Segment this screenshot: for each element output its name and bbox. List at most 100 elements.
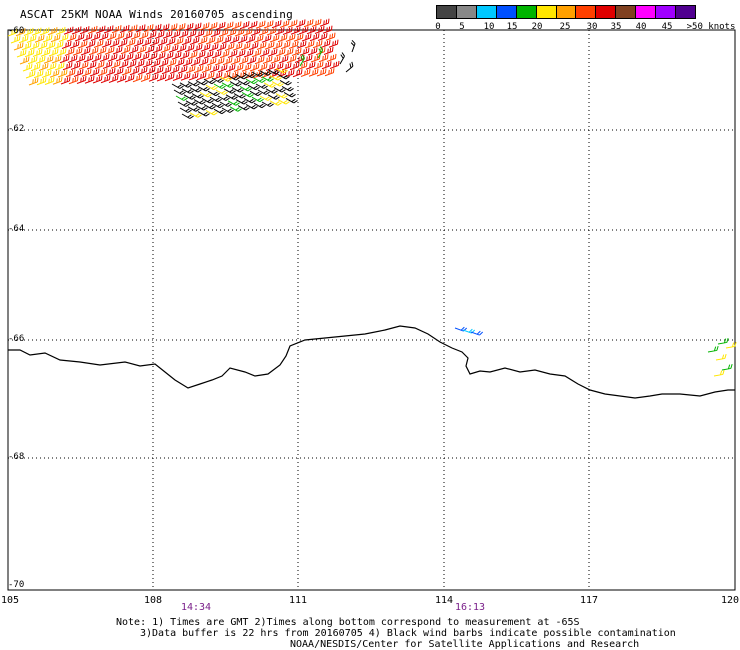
- note-line-2: 3)Data buffer is 22 hrs from 20160705 4)…: [140, 628, 676, 639]
- wind-barb: [285, 33, 296, 42]
- wind-barb: [274, 27, 285, 36]
- legend-swatch: [616, 6, 637, 18]
- wind-barb: [222, 57, 233, 66]
- wind-barb: [247, 84, 260, 91]
- wind-barb: [108, 74, 119, 83]
- wind-barb: [277, 73, 290, 80]
- wind-barb: [240, 42, 251, 51]
- wind-barb: [303, 19, 314, 28]
- wind-barb: [267, 48, 278, 57]
- wind-barb: [219, 76, 232, 82]
- wind-barb: [181, 113, 194, 119]
- wind-barb: [164, 73, 175, 82]
- wind-barb: [103, 25, 114, 34]
- wind-barb: [98, 32, 109, 41]
- wind-barb: [270, 55, 281, 64]
- wind-barb: [53, 41, 64, 50]
- wind-barb: [212, 71, 223, 80]
- wind-barb: [196, 72, 207, 81]
- wind-barb: [189, 112, 202, 118]
- wind-barb: [221, 82, 234, 88]
- wind-barb: [118, 60, 129, 69]
- wind-barb: [130, 31, 141, 40]
- wind-barb: [22, 63, 33, 72]
- wind-barb: [90, 32, 101, 41]
- wind-barb: [265, 88, 278, 94]
- wind-barb: [187, 51, 198, 60]
- wind-barb: [203, 103, 216, 110]
- wind-barb: [191, 93, 204, 99]
- wind-barb: [131, 52, 142, 61]
- wind-barb: [309, 33, 320, 42]
- wind-barb: [87, 25, 98, 34]
- wind-barb: [268, 69, 279, 78]
- wind-barb: [171, 83, 184, 89]
- wind-barb: [119, 24, 130, 33]
- wind-barb: [229, 81, 242, 87]
- wind-barb: [162, 30, 173, 39]
- wind-barb: [721, 364, 733, 371]
- wind-barb: [300, 68, 311, 77]
- wind-barb: [227, 49, 238, 58]
- wind-barb: [282, 26, 293, 35]
- wind-barb: [123, 53, 134, 62]
- wind-barb: [38, 62, 49, 71]
- wind-barb: [193, 99, 206, 105]
- wind-barb: [36, 77, 47, 86]
- wind-barb: [200, 43, 211, 52]
- legend-swatch: [516, 6, 537, 18]
- wind-barb: [133, 38, 144, 47]
- wind-barb: [154, 30, 165, 39]
- legend-swatch: [536, 6, 557, 18]
- wind-barb: [207, 90, 220, 97]
- wind-barb: [13, 42, 24, 51]
- wind-barb: [155, 52, 166, 61]
- wind-barb: [198, 57, 209, 66]
- wind-barb: [214, 57, 225, 66]
- map-title: ASCAT 25KM NOAA Winds 20160705 ascending: [20, 8, 293, 21]
- wind-barb: [227, 100, 240, 106]
- wind-barb: [43, 55, 54, 64]
- wind-barb: [152, 45, 163, 54]
- wind-barb: [185, 100, 198, 106]
- wind-barb: [44, 76, 55, 85]
- wind-barb: [259, 70, 272, 76]
- wind-barb: [68, 76, 79, 85]
- wind-barb: [157, 37, 168, 46]
- legend-swatch: [437, 6, 457, 18]
- wind-barb: [269, 100, 282, 106]
- wind-barb: [284, 69, 295, 78]
- wind-barb: [69, 40, 80, 49]
- wind-barb: [233, 93, 246, 99]
- wind-barb: [205, 109, 218, 116]
- wind-barb: [199, 91, 212, 98]
- wind-barb: [203, 50, 214, 59]
- wind-barb: [66, 33, 77, 42]
- wind-barb: [197, 85, 210, 92]
- wind-barb: [322, 25, 333, 34]
- wind-barb: [201, 64, 212, 73]
- wind-barb: [160, 44, 171, 53]
- legend-swatch: [656, 6, 677, 18]
- wind-barb: [267, 69, 280, 75]
- wind-barb: [323, 46, 334, 55]
- wind-barb: [208, 43, 219, 52]
- wind-barb: [176, 44, 187, 53]
- wind-barb: [265, 62, 276, 71]
- wind-barb: [231, 87, 244, 93]
- wind-barb: [255, 20, 266, 29]
- wind-barb: [185, 65, 196, 74]
- wind-barb: [205, 36, 216, 45]
- wind-barb: [283, 91, 296, 98]
- legend-label: 5: [459, 22, 465, 32]
- wind-barb: [195, 79, 208, 86]
- wind-barb: [178, 30, 189, 39]
- wind-barb: [10, 35, 21, 44]
- wind-barb: [74, 33, 85, 42]
- wind-barb: [82, 33, 93, 42]
- wind-barb: [99, 53, 110, 62]
- wind-barb: [707, 346, 719, 353]
- wind-barb: [161, 66, 172, 75]
- wind-barb: [191, 22, 202, 31]
- lon-label: 120: [720, 595, 740, 606]
